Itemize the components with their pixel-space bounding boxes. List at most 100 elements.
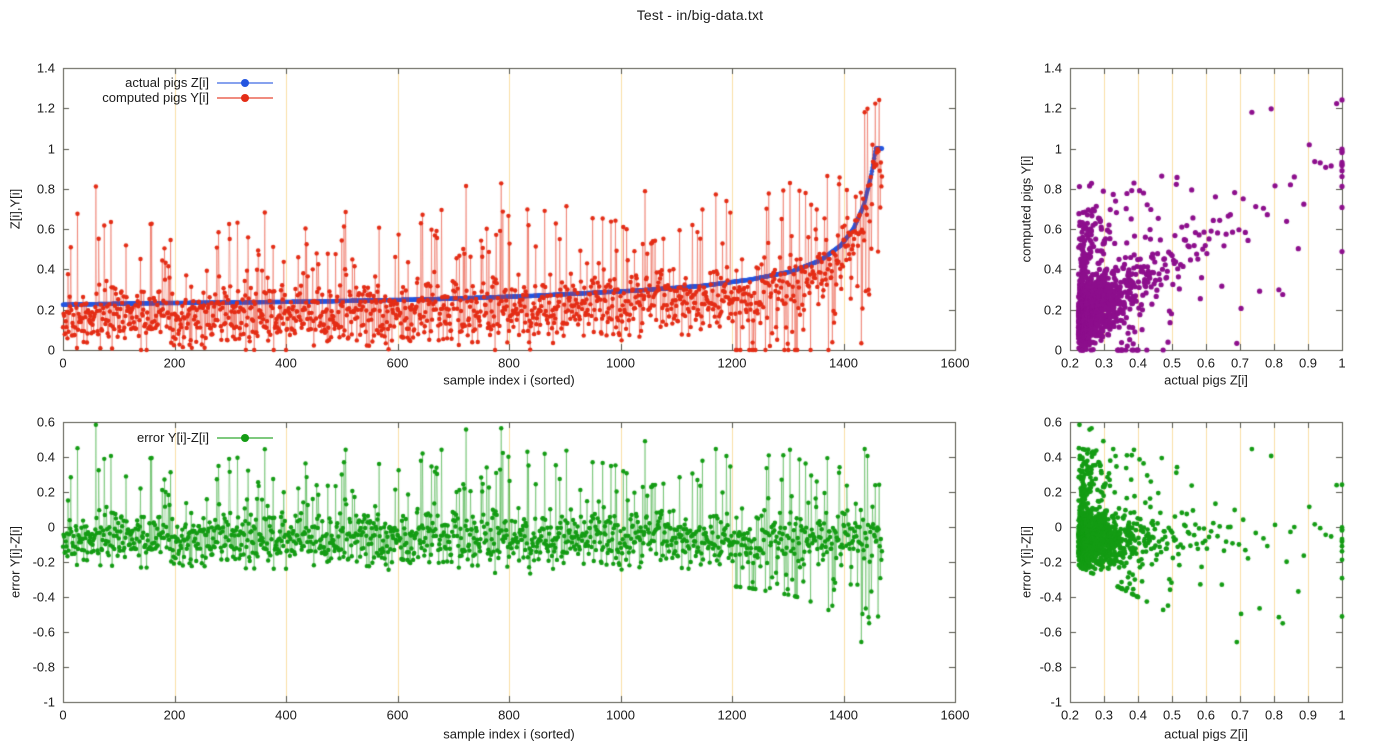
x-tick-label: 1600 bbox=[940, 355, 970, 371]
y-tick-label: 1 bbox=[47, 141, 55, 157]
x-tick-label: 0 bbox=[59, 355, 67, 371]
x-tick-label: 1200 bbox=[717, 355, 747, 371]
x-tick-label: 0.4 bbox=[1128, 355, 1148, 371]
y-tick-label: 0.2 bbox=[36, 302, 55, 318]
y-tick-label: -1 bbox=[43, 694, 55, 710]
y-tick-label: 0.2 bbox=[1043, 484, 1062, 500]
x-tick-label: 1000 bbox=[606, 707, 635, 723]
legend-point-marker bbox=[241, 78, 249, 87]
x-tick-label: 800 bbox=[498, 355, 520, 371]
x-tick-label: 400 bbox=[275, 355, 297, 371]
x-axis-label-top-right: actual pigs Z[i] bbox=[1164, 372, 1248, 388]
x-tick-label: 1 bbox=[1338, 355, 1346, 371]
y-tick-label: 1.2 bbox=[36, 100, 55, 116]
x-tick-label: 0.9 bbox=[1298, 355, 1318, 371]
y-axis-label-top-left: Z[i],Y[i] bbox=[7, 188, 23, 230]
y-tick-label: 0.8 bbox=[1043, 181, 1062, 197]
legend-item-error: error Y[i]-Z[i] bbox=[68, 430, 273, 445]
x-axis-label-bottom-left: sample index i (sorted) bbox=[443, 726, 575, 742]
y-tick-label: 0.4 bbox=[36, 449, 55, 465]
y-tick-label: 0.6 bbox=[36, 221, 55, 237]
y-tick-label: 0.4 bbox=[36, 261, 55, 277]
panel-top-left bbox=[63, 68, 955, 350]
x-tick-label: 600 bbox=[386, 355, 409, 371]
legend-point-marker bbox=[241, 433, 249, 442]
legend-line-sample-error bbox=[217, 432, 273, 444]
y-tick-label: -0.6 bbox=[32, 624, 55, 640]
y-tick-label: 0.2 bbox=[36, 484, 55, 500]
x-tick-label: 0.8 bbox=[1264, 707, 1284, 723]
y-tick-label: 0.4 bbox=[1043, 261, 1062, 277]
y-tick-label: -0.4 bbox=[1039, 589, 1062, 605]
y-tick-label: 0 bbox=[1054, 519, 1062, 535]
x-tick-label: 0.6 bbox=[1196, 707, 1216, 723]
y-tick-label: 0.8 bbox=[36, 181, 55, 197]
legend-top-left: actual pigs Z[i] computed pigs Y[i] bbox=[68, 75, 273, 105]
y-axis-label-bottom-left: error Y[i]-Z[i] bbox=[7, 526, 23, 598]
y-axis-label-bottom-right: error Y[i]-Z[i] bbox=[1018, 526, 1034, 598]
x-axis-label-top-left: sample index i (sorted) bbox=[443, 372, 575, 388]
y-tick-label: 1 bbox=[1054, 141, 1062, 157]
x-tick-label: 200 bbox=[163, 707, 186, 723]
y-tick-label: -0.8 bbox=[1039, 659, 1062, 675]
x-tick-label: 1200 bbox=[717, 707, 747, 723]
y-tick-label: 0 bbox=[47, 519, 55, 535]
x-tick-label: 1 bbox=[1338, 707, 1346, 723]
legend-label: computed pigs Y[i] bbox=[102, 90, 209, 105]
y-tick-label: -0.4 bbox=[32, 589, 55, 605]
x-tick-label: 0.7 bbox=[1230, 707, 1250, 723]
legend-line-sample-actual bbox=[217, 77, 273, 89]
y-tick-label: -0.2 bbox=[32, 554, 55, 570]
x-tick-label: 0.8 bbox=[1264, 355, 1284, 371]
x-tick-label: 0.2 bbox=[1060, 355, 1080, 371]
y-tick-label: -0.8 bbox=[32, 659, 55, 675]
legend-item-actual-pigs: actual pigs Z[i] bbox=[68, 75, 273, 90]
x-tick-label: 0.3 bbox=[1094, 707, 1114, 723]
x-tick-label: 1400 bbox=[829, 355, 858, 371]
x-tick-label: 1400 bbox=[829, 707, 858, 723]
x-tick-label: 0.3 bbox=[1094, 355, 1114, 371]
legend-item-computed-pigs: computed pigs Y[i] bbox=[68, 90, 273, 105]
y-tick-label: 0.6 bbox=[36, 414, 55, 430]
panel-top-right bbox=[1070, 68, 1342, 350]
x-tick-label: 0.6 bbox=[1196, 355, 1216, 371]
x-tick-label: 600 bbox=[386, 707, 409, 723]
y-tick-label: 1.4 bbox=[36, 60, 55, 76]
x-tick-label: 0.2 bbox=[1060, 707, 1080, 723]
legend-bottom-left: error Y[i]-Z[i] bbox=[68, 430, 273, 445]
x-tick-label: 200 bbox=[163, 355, 186, 371]
x-tick-label: 0.5 bbox=[1162, 707, 1182, 723]
x-tick-label: 1600 bbox=[940, 707, 970, 723]
y-tick-label: 0.2 bbox=[1043, 302, 1062, 318]
y-tick-label: 0.6 bbox=[1043, 221, 1062, 237]
y-tick-label: 0.6 bbox=[1043, 414, 1062, 430]
x-tick-label: 0 bbox=[59, 707, 67, 723]
x-tick-label: 0.5 bbox=[1162, 355, 1182, 371]
y-tick-label: -1 bbox=[1050, 694, 1062, 710]
x-tick-label: 400 bbox=[275, 707, 297, 723]
x-tick-label: 0.7 bbox=[1230, 355, 1250, 371]
y-tick-label: 0.4 bbox=[1043, 449, 1062, 465]
y-axis-label-top-right: computed pigs Y[i] bbox=[1018, 155, 1034, 263]
legend-line-sample-computed bbox=[217, 92, 273, 104]
legend-label: actual pigs Z[i] bbox=[125, 75, 209, 90]
y-tick-label: 1.4 bbox=[1043, 60, 1062, 76]
legend-label: error Y[i]-Z[i] bbox=[137, 430, 209, 445]
x-axis-label-bottom-right: actual pigs Z[i] bbox=[1164, 726, 1248, 742]
x-tick-label: 0.9 bbox=[1298, 707, 1318, 723]
x-tick-label: 800 bbox=[498, 707, 520, 723]
y-tick-label: -0.6 bbox=[1039, 624, 1062, 640]
y-tick-label: 0 bbox=[1054, 342, 1062, 358]
x-tick-label: 1000 bbox=[606, 355, 635, 371]
y-tick-label: -0.2 bbox=[1039, 554, 1062, 570]
x-tick-label: 0.4 bbox=[1128, 707, 1148, 723]
panel-bottom-left bbox=[63, 422, 955, 702]
y-tick-label: 0 bbox=[47, 342, 55, 358]
panel-bottom-right bbox=[1070, 422, 1342, 702]
legend-point-marker bbox=[241, 93, 249, 102]
chart-title: Test - in/big-data.txt bbox=[636, 7, 764, 23]
y-tick-label: 1.2 bbox=[1043, 100, 1062, 116]
